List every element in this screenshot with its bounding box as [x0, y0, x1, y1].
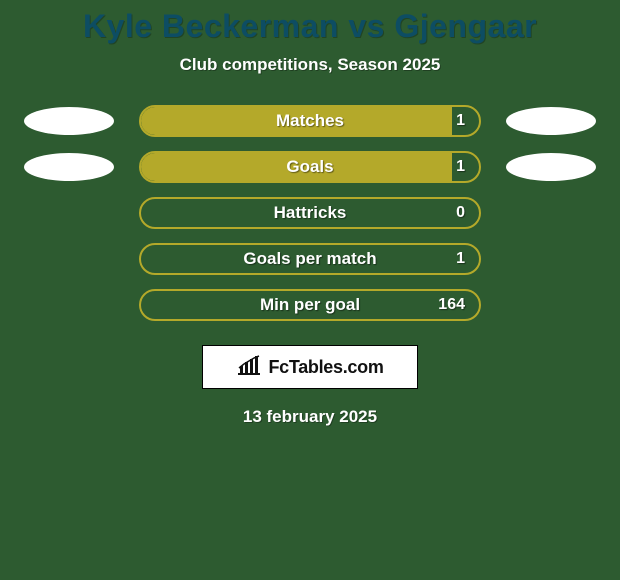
- brand-chart-icon: [236, 354, 262, 381]
- left-ellipse: [24, 107, 114, 135]
- brand-box: FcTables.com: [202, 345, 418, 389]
- stat-bar-label: Matches: [276, 111, 344, 131]
- stat-bar: Min per goal 164: [139, 289, 481, 321]
- page-title: Kyle Beckerman vs Gjengaar: [0, 0, 620, 45]
- stat-bar-value: 0: [456, 204, 465, 222]
- stat-rows: Matches 1 Goals 1 Hattricks 0 Goals per match 1…: [0, 105, 620, 321]
- subtitle: Club competitions, Season 2025: [0, 55, 620, 75]
- stat-bar-value: 1: [456, 250, 465, 268]
- right-ellipse: [506, 107, 596, 135]
- stat-bar-value: 1: [456, 158, 465, 176]
- footer-date: 13 february 2025: [0, 407, 620, 427]
- stat-row: Goals per match 1: [0, 243, 620, 275]
- left-ellipse: [24, 153, 114, 181]
- stat-bar-label: Goals per match: [243, 249, 376, 269]
- right-ellipse: [506, 153, 596, 181]
- stat-bar-value: 164: [438, 296, 465, 314]
- stat-row: Min per goal 164: [0, 289, 620, 321]
- stat-bar-label: Hattricks: [274, 203, 347, 223]
- stat-bar: Goals 1: [139, 151, 481, 183]
- stat-bar: Hattricks 0: [139, 197, 481, 229]
- stat-row: Hattricks 0: [0, 197, 620, 229]
- brand-text: FcTables.com: [268, 357, 383, 378]
- stat-row: Matches 1: [0, 105, 620, 137]
- stat-bar: Goals per match 1: [139, 243, 481, 275]
- stat-bar-label: Min per goal: [260, 295, 360, 315]
- stat-bar: Matches 1: [139, 105, 481, 137]
- stat-row: Goals 1: [0, 151, 620, 183]
- stat-bar-value: 1: [456, 112, 465, 130]
- stat-bar-label: Goals: [286, 157, 333, 177]
